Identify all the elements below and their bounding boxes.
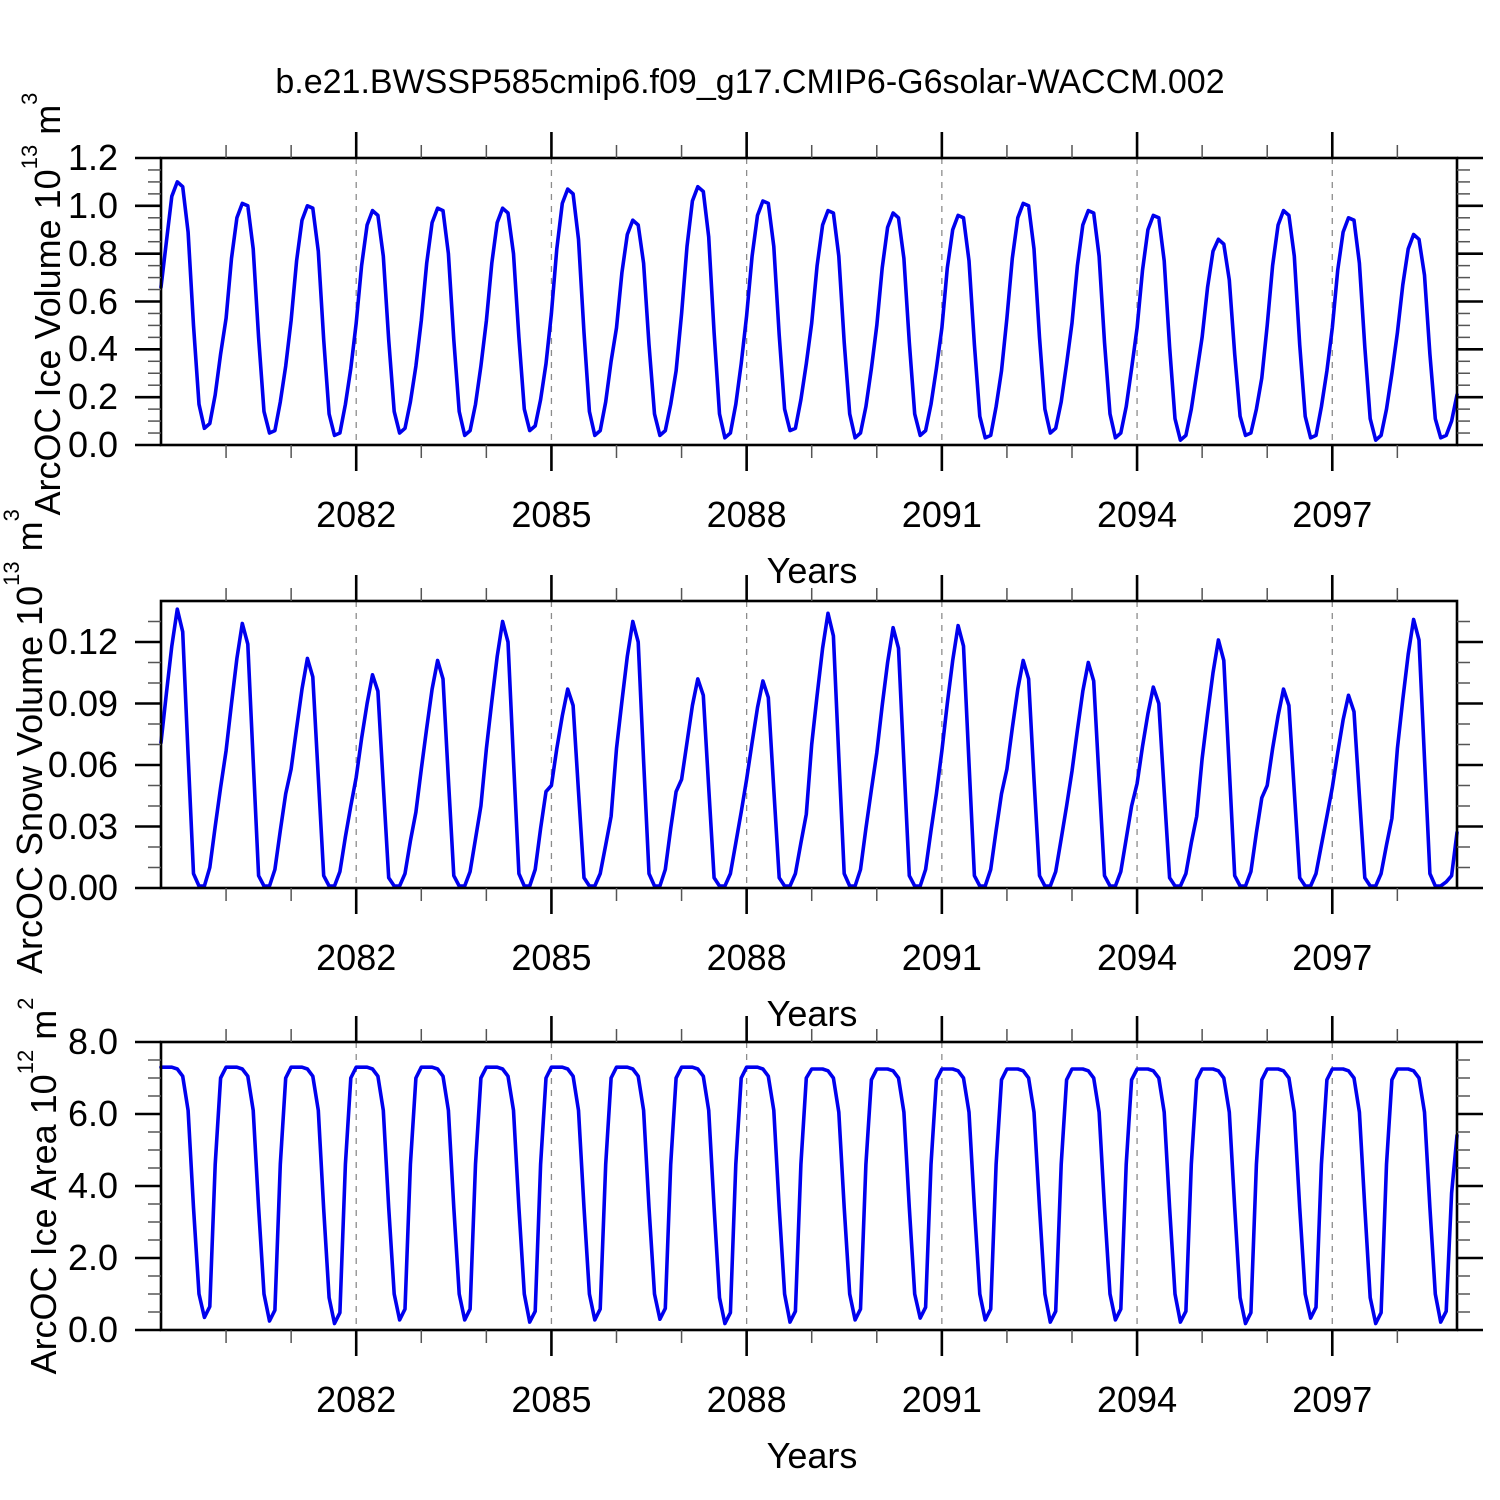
x-tick-label: 2091	[901, 937, 982, 978]
exponent: 3	[17, 92, 43, 105]
y-tick-label: 0.03	[47, 805, 118, 847]
y-axis-title-unit: m	[9, 521, 50, 562]
y-tick-label: 0.4	[67, 328, 118, 370]
y-tick-label: 0.00	[47, 867, 118, 908]
y-tick-label: 8.0	[67, 1021, 118, 1062]
y-tick-label: 0.2	[67, 376, 118, 418]
x-tick-label: 2082	[316, 494, 397, 535]
series-line-ice-volume	[159, 180, 1459, 443]
y-tick-label: 0.09	[47, 682, 118, 724]
x-axis-label-years-1: Years	[766, 550, 858, 591]
exponent: 2	[13, 997, 39, 1010]
x-tick-label: 2094	[1097, 494, 1178, 535]
series-line-ice-area	[159, 1065, 1459, 1326]
x-tick-label: 2091	[901, 494, 982, 535]
x-tick-label: 2097	[1292, 937, 1373, 978]
x-tick-label: 2088	[706, 494, 787, 535]
exponent: 13	[0, 561, 25, 586]
y-tick-label: 0.06	[47, 744, 118, 785]
x-tick-label: 2097	[1292, 494, 1373, 535]
x-tick-label: 2085	[511, 494, 592, 535]
x-tick-label: 2088	[706, 937, 787, 978]
y-tick-label: 0.6	[67, 280, 118, 322]
exponent: 3	[0, 509, 25, 522]
x-tick-label: 2085	[511, 937, 592, 978]
x-tick-label: 2094	[1097, 937, 1178, 978]
y-tick-label: 4.0	[67, 1165, 118, 1206]
x-axis-label-years-2: Years	[766, 993, 858, 1034]
y-tick-label: 2.0	[67, 1237, 118, 1278]
y-tick-label: 0.0	[67, 1309, 118, 1350]
y-tick-label: 6.0	[67, 1093, 118, 1134]
plot-frame-snow-volume	[159, 599, 1459, 890]
x-tick-label: 2091	[901, 1379, 982, 1420]
x-tick-label: 2082	[316, 937, 397, 978]
series-line-snow-volume	[159, 607, 1459, 888]
x-axis-label-years-3: Years	[766, 1435, 858, 1476]
y-tick-label: 1.0	[67, 184, 118, 226]
y-tick-label: 0.8	[67, 232, 118, 274]
x-tick-label: 2082	[316, 1379, 397, 1420]
x-tick-label: 2094	[1097, 1379, 1178, 1420]
y-tick-label: 1.2	[67, 137, 118, 178]
x-tick-label: 2097	[1292, 1379, 1373, 1420]
chart-title: b.e21.BWSSP585cmip6.f09_g17.CMIP6-G6sola…	[275, 63, 1225, 101]
x-tick-label: 2085	[511, 1379, 592, 1420]
y-tick-label: 0.0	[67, 424, 118, 465]
plot-frame-ice-volume	[159, 156, 1459, 447]
y-tick-label: 0.12	[47, 621, 118, 662]
x-tick-label: 2088	[706, 1379, 787, 1420]
